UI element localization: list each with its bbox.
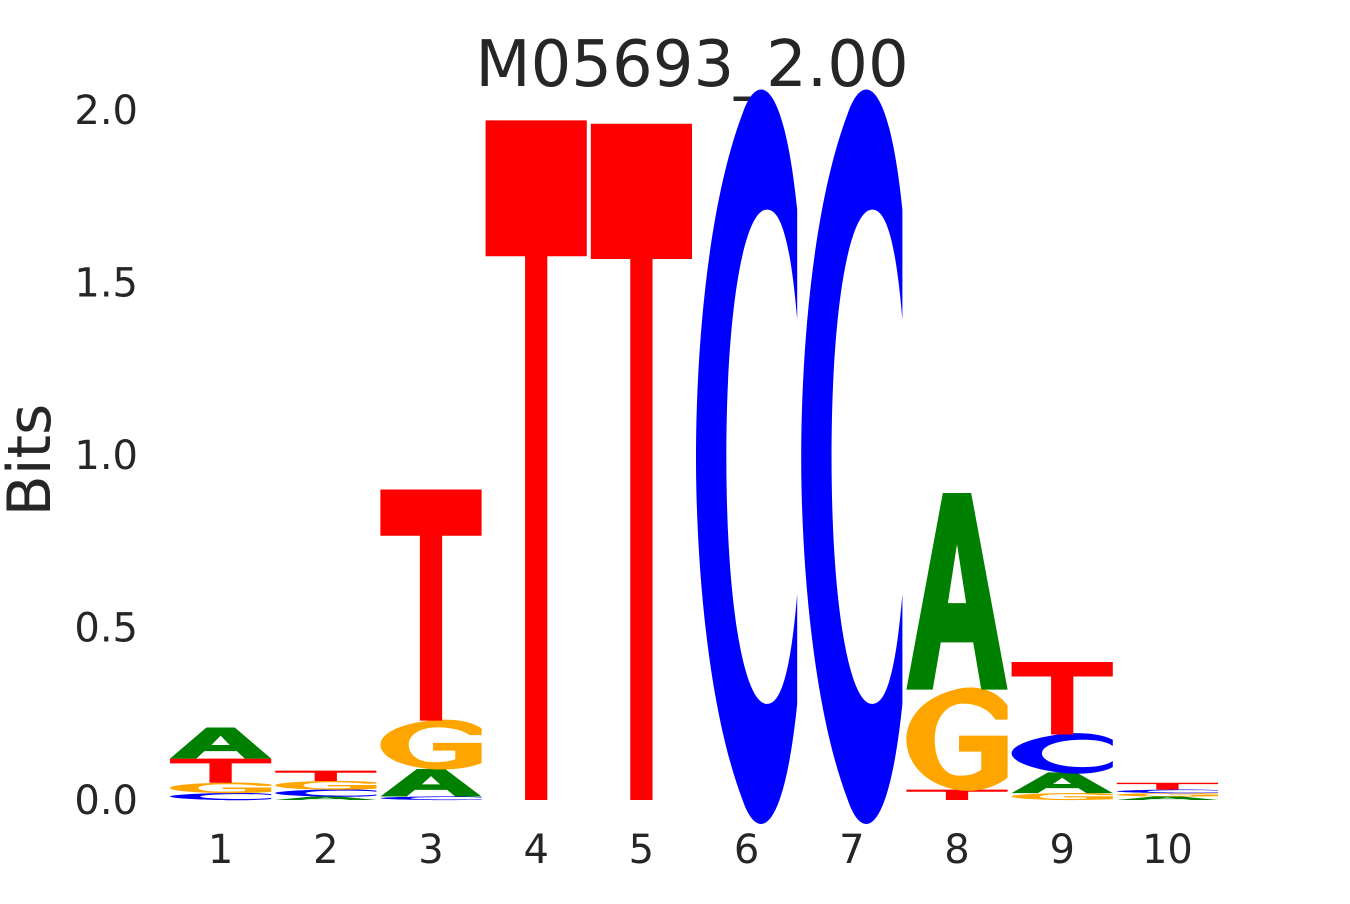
letter-A-pos-8 (906, 492, 1008, 690)
letter-A-pos-3 (380, 768, 482, 797)
letter-glyph-G (275, 780, 377, 790)
letter-glyph-T (590, 123, 692, 801)
letter-G-pos-9 (1011, 792, 1113, 801)
x-tick-label: 5 (629, 827, 654, 873)
letter-glyph-G (906, 687, 1008, 791)
letter-glyph-A (380, 768, 482, 797)
x-tick-label: 1 (208, 827, 233, 873)
letter-C-pos-7 (801, 89, 903, 824)
letter-T-pos-1 (170, 758, 272, 783)
letter-C-pos-1 (170, 792, 272, 801)
letter-glyph-T (1011, 662, 1113, 735)
letter-G-pos-3 (380, 719, 482, 770)
y-tick-label: 0.0 (74, 778, 138, 824)
x-tick-label: 9 (1049, 827, 1074, 873)
letter-glyph-G (1011, 792, 1113, 801)
letter-G-pos-10 (1116, 793, 1218, 797)
x-tick-label: 4 (523, 827, 548, 873)
letter-C-pos-6 (696, 89, 798, 824)
letter-glyph-G (1116, 793, 1218, 797)
letter-A-pos-1 (170, 727, 272, 759)
letter-C-pos-10 (1116, 789, 1218, 794)
letter-glyph-C (170, 792, 272, 801)
letter-T-pos-10 (1116, 782, 1218, 790)
letter-glyph-T (906, 789, 1008, 800)
letter-glyph-C (696, 89, 798, 824)
letter-G-pos-2 (275, 780, 377, 790)
letter-glyph-G (170, 782, 272, 794)
letter-glyph-T (170, 758, 272, 783)
letter-C-pos-3 (380, 796, 482, 801)
letter-glyph-A (1011, 772, 1113, 794)
letter-C-pos-2 (275, 789, 377, 797)
y-tick-label: 0.5 (74, 606, 138, 652)
letter-A-pos-9 (1011, 772, 1113, 794)
letter-glyph-A (170, 727, 272, 759)
letter-glyph-T (1116, 782, 1218, 790)
letter-glyph-T (275, 770, 377, 782)
letter-T-pos-9 (1011, 662, 1113, 735)
letter-glyph-A (1116, 796, 1218, 800)
x-axis-ticks: 1 2 3 4 5 6 7 8 9 10 (208, 827, 1193, 873)
y-tick-label: 1.0 (74, 433, 138, 479)
letter-glyph-A (906, 492, 1008, 690)
x-tick-label: 7 (839, 827, 864, 873)
x-tick-label: 3 (418, 827, 443, 873)
letter-T-pos-2 (275, 770, 377, 782)
letter-glyph-C (1011, 733, 1113, 774)
letter-stacks (170, 89, 1218, 824)
letter-G-pos-1 (170, 782, 272, 794)
letter-A-pos-10 (1116, 796, 1218, 800)
letter-glyph-A (275, 796, 377, 800)
chart-title: M05693_2.00 (475, 28, 908, 102)
y-tick-label: 2.0 (74, 88, 138, 134)
letter-A-pos-2 (275, 796, 377, 800)
letter-glyph-C (380, 796, 482, 801)
letter-glyph-C (275, 789, 377, 797)
letter-C-pos-9 (1011, 733, 1113, 774)
letter-glyph-C (1116, 789, 1218, 794)
letter-glyph-C (801, 89, 903, 824)
letter-glyph-T (380, 489, 482, 721)
letter-T-pos-4 (485, 120, 587, 801)
letter-G-pos-8 (906, 687, 1008, 791)
letter-T-pos-5 (590, 123, 692, 801)
y-axis-label: Bits (0, 404, 65, 517)
y-axis-ticks: 0.0 0.5 1.0 1.5 2.0 (74, 88, 138, 824)
letter-glyph-G (380, 719, 482, 770)
letter-T-pos-8 (906, 789, 1008, 800)
x-tick-label: 6 (734, 827, 759, 873)
letter-T-pos-3 (380, 489, 482, 721)
y-tick-label: 1.5 (74, 261, 138, 307)
x-tick-label: 2 (313, 827, 338, 873)
x-tick-label: 8 (944, 827, 969, 873)
x-tick-label: 10 (1142, 827, 1193, 873)
letter-glyph-T (485, 120, 587, 801)
